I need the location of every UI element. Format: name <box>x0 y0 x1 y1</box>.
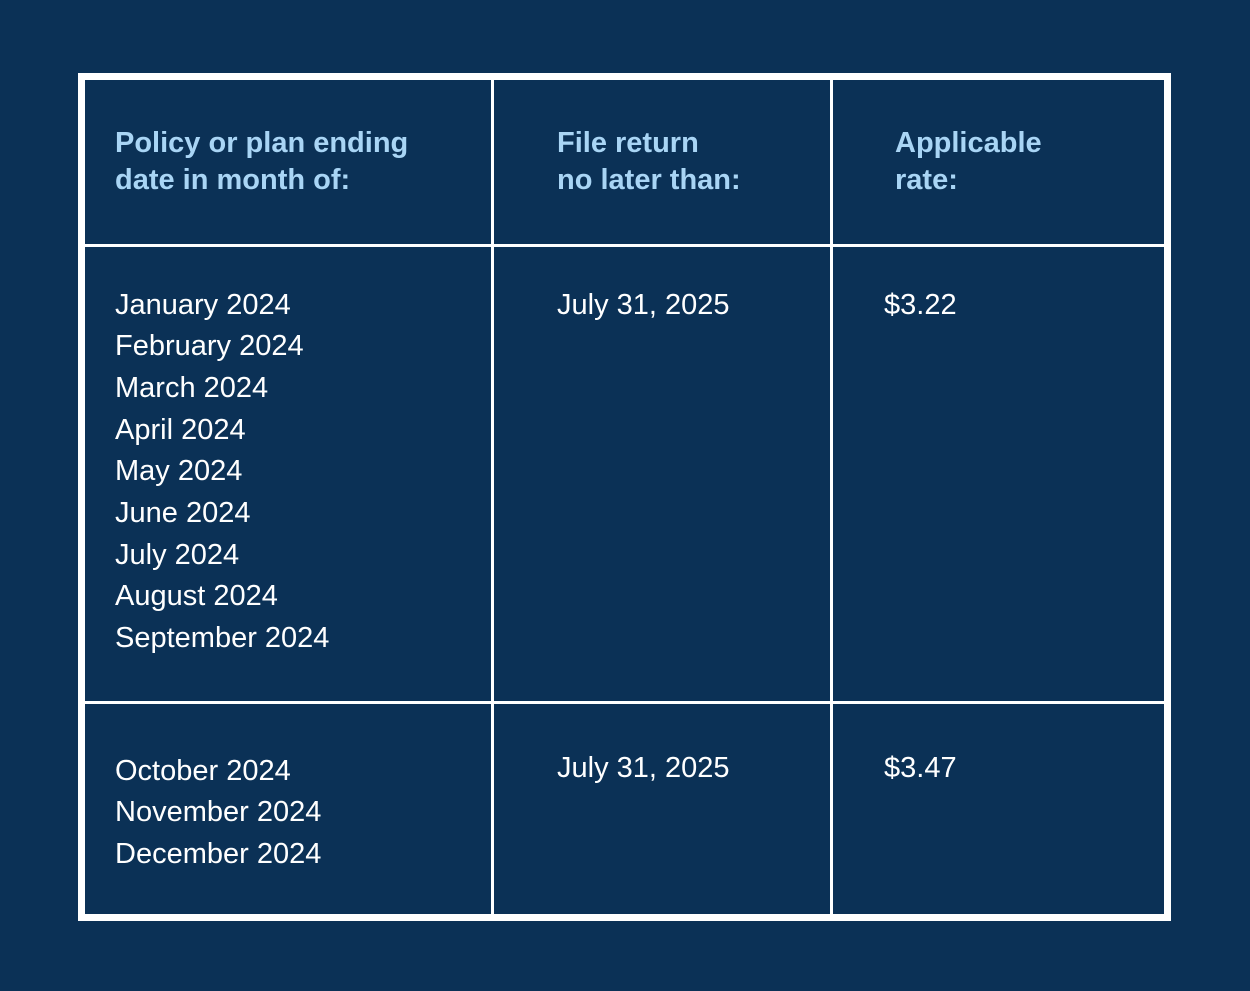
month-item: July 2024 <box>115 538 240 571</box>
rate-value: $3.22 <box>884 288 957 321</box>
file-by-date: July 31, 2025 <box>557 288 730 321</box>
month-item: May 2024 <box>115 455 243 488</box>
header-policy-date-label: Policy or plan ending date in month of: <box>115 127 409 196</box>
months-cell: January 2024 February 2024 March 2024 Ap… <box>85 243 494 704</box>
header-rate-label: Applicable rate: <box>895 127 1042 196</box>
month-item: August 2024 <box>115 580 278 613</box>
months-list: January 2024 February 2024 March 2024 Ap… <box>85 247 491 660</box>
rate-cell: $3.47 <box>830 700 1164 914</box>
month-item: November 2024 <box>115 796 322 829</box>
header-cell-policy-date: Policy or plan ending date in month of: <box>85 80 494 247</box>
rate-value: $3.47 <box>884 751 957 784</box>
month-item: September 2024 <box>115 622 330 655</box>
rate-table: Policy or plan ending date in month of: … <box>85 80 1164 914</box>
file-by-date: July 31, 2025 <box>557 751 730 784</box>
months-cell: October 2024 November 2024 December 2024 <box>85 700 494 914</box>
month-item: January 2024 <box>115 288 291 321</box>
header-file-by-label: File return no later than: <box>557 127 741 196</box>
header-cell-rate: Applicable rate: <box>830 80 1164 247</box>
rate-table-frame: Policy or plan ending date in month of: … <box>78 73 1171 921</box>
month-item: December 2024 <box>115 837 322 870</box>
file-by-cell: July 31, 2025 <box>491 700 833 914</box>
rate-cell: $3.22 <box>830 243 1164 704</box>
months-list: October 2024 November 2024 December 2024 <box>85 704 491 876</box>
month-item: October 2024 <box>115 754 291 787</box>
header-cell-file-by: File return no later than: <box>491 80 833 247</box>
month-item: March 2024 <box>115 371 269 404</box>
table-row: January 2024 February 2024 March 2024 Ap… <box>85 243 1164 704</box>
table-header-row: Policy or plan ending date in month of: … <box>85 80 1164 247</box>
month-item: June 2024 <box>115 497 251 530</box>
month-item: April 2024 <box>115 413 246 446</box>
month-item: February 2024 <box>115 330 304 363</box>
file-by-cell: July 31, 2025 <box>491 243 833 704</box>
table-row: October 2024 November 2024 December 2024… <box>85 700 1164 914</box>
